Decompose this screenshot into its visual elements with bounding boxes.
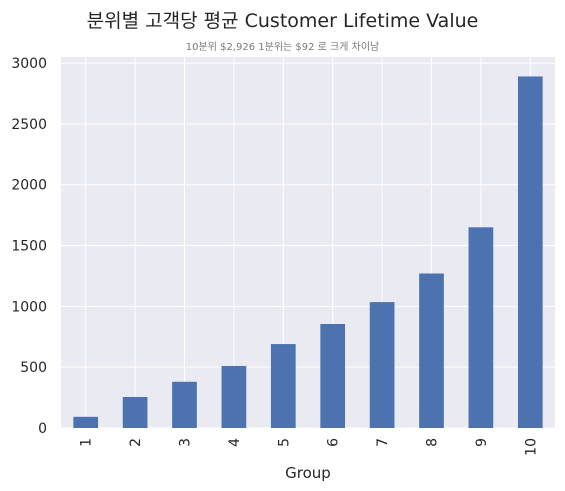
- bar: [172, 381, 197, 428]
- bar: [221, 365, 247, 428]
- bar: [369, 302, 395, 428]
- bar: [73, 416, 99, 428]
- x-tick-label: 10: [523, 438, 539, 456]
- x-tick-label: 5: [276, 438, 292, 447]
- bar: [468, 227, 494, 428]
- bar: [419, 273, 444, 428]
- chart-title: 분위별 고객당 평균 Customer Lifetime Value: [86, 10, 479, 32]
- chart-subtitle: 10분위 $2,926 1분위는 $92 로 크게 차이남: [185, 42, 380, 53]
- x-tick-label: 9: [474, 438, 490, 447]
- x-tick-label: 8: [425, 438, 441, 447]
- y-tick-label: 2000: [11, 178, 47, 194]
- bar: [517, 76, 543, 429]
- y-tick-label: 2500: [11, 117, 47, 133]
- y-tick-label: 3000: [11, 56, 47, 72]
- x-tick-label: 1: [79, 438, 95, 447]
- bar: [270, 344, 296, 428]
- x-tick-label: 3: [178, 438, 194, 447]
- bar: [320, 323, 346, 428]
- y-tick-label: 1000: [11, 299, 47, 315]
- x-tick-label: 6: [326, 438, 342, 447]
- y-tick-label: 1500: [11, 239, 47, 255]
- y-tick-label: 500: [20, 360, 47, 376]
- x-tick-label: 7: [375, 438, 391, 447]
- x-tick-label: 4: [227, 438, 243, 447]
- bar: [122, 396, 148, 428]
- x-axis-label: Group: [285, 464, 331, 482]
- x-tick-label: 2: [128, 438, 144, 447]
- y-tick-label: 0: [38, 421, 47, 437]
